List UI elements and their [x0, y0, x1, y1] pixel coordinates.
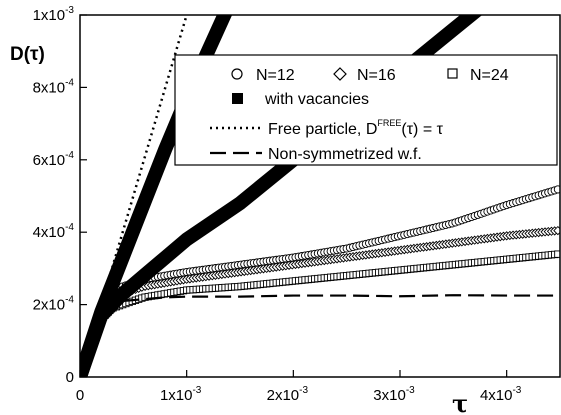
y-tick-label: 6x10-4 [33, 150, 75, 169]
y-tick-label: 8x10-4 [33, 77, 75, 96]
axes-layer: 0 1x10-3 2x10-3 3x10-3 4x10-302x10-44x10-46x… [33, 5, 522, 404]
plot-frame [79, 14, 561, 378]
y-tick-exponent: -4 [65, 150, 74, 161]
x-tick-label: 0 [76, 387, 84, 404]
legend-label-free-particle: Free particle, DFREE(τ) = τ [268, 118, 444, 138]
x-tick-mantissa: 1x10 [160, 387, 193, 404]
legend-label-nonsym: Non-symmetrized w.f. [268, 146, 422, 163]
legend-marker-filled-square [232, 93, 243, 104]
legend: N=12 N=16 N=24 with vacancies Free parti… [174, 54, 558, 166]
legend-marker-square [447, 68, 458, 79]
x-tick-mantissa: 4x10 [480, 387, 513, 404]
legend-marker-diamond [333, 67, 347, 81]
x-tick-mantissa: 0 [76, 387, 84, 404]
legend-free-superscript: FREE [377, 118, 401, 128]
y-tick-exponent: -4 [65, 295, 74, 306]
legend-label-n24: N=24 [470, 67, 509, 84]
x-tick-mantissa: 3x10 [373, 387, 406, 404]
y-tick-label: 4x10-4 [33, 222, 75, 241]
legend-free-prefix: Free particle, D [268, 121, 377, 138]
y-tick-mantissa: 1x10 [33, 7, 66, 24]
y-tick-exponent: -4 [65, 222, 74, 233]
vacancies-band-3 [80, 15, 233, 377]
data-layer [80, 15, 560, 377]
legend-free-suffix: (τ) = τ [401, 121, 443, 138]
legend-label-n12: N=12 [256, 67, 295, 84]
x-tick-label: 2x10-3 [267, 385, 309, 404]
legend-label-vacancies: with vacancies [264, 91, 369, 108]
y-tick-mantissa: 8x10 [33, 79, 66, 96]
x-tick-label: 4x10-3 [480, 385, 522, 404]
y-tick-label: 0 [66, 369, 74, 386]
y-tick-label: 2x10-4 [33, 295, 75, 314]
legend-marker-circle [231, 68, 243, 80]
point-circle [553, 185, 560, 194]
y-tick-exponent: -3 [65, 5, 74, 16]
y-tick-label: 1x10-3 [33, 5, 75, 24]
legend-box [174, 54, 558, 166]
series-line-dashed [80, 294, 560, 377]
y-tick-mantissa: 0 [66, 369, 74, 386]
x-tick-mantissa: 2x10 [267, 387, 300, 404]
x-tick-label: 1x10-3 [160, 385, 202, 404]
y-axis-label: D(τ) [10, 44, 45, 65]
point-diamond [553, 225, 560, 236]
y-tick-mantissa: 2x10 [33, 297, 66, 314]
x-tick-exponent: -3 [406, 385, 415, 396]
y-tick-mantissa: 4x10 [33, 224, 66, 241]
vacancies-band-4 [80, 15, 483, 377]
point-square [554, 250, 560, 258]
y-tick-exponent: -4 [65, 77, 74, 88]
x-tick-exponent: -3 [512, 385, 521, 396]
y-tick-mantissa: 6x10 [33, 152, 66, 169]
x-tick-label: 3x10-3 [373, 385, 415, 404]
x-tick-exponent: -3 [192, 385, 201, 396]
x-axis-label: τ [452, 389, 468, 415]
legend-label-n16: N=16 [357, 67, 396, 84]
x-tick-exponent: -3 [299, 385, 308, 396]
